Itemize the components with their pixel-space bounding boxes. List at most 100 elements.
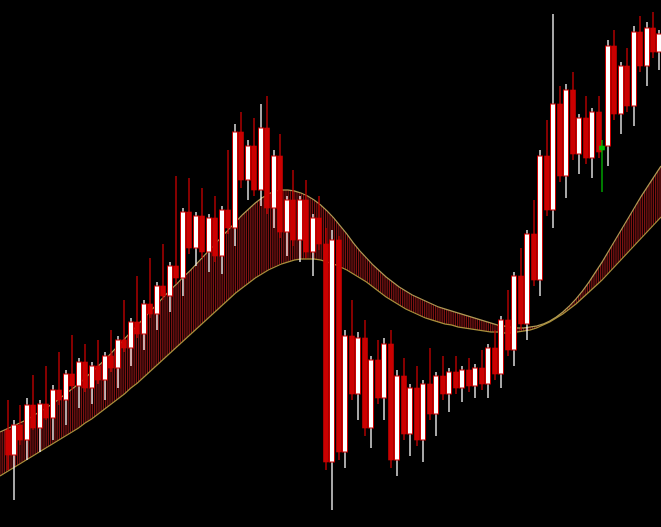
candle-body-bearish	[570, 89, 576, 155]
candle-body-bullish	[258, 127, 264, 191]
candle-body-bearish	[264, 127, 270, 209]
candle-body-bullish	[128, 321, 134, 349]
candlestick-bar	[316, 196, 322, 250]
candlestick-bar	[388, 330, 394, 468]
candle-body-bullish	[472, 367, 478, 387]
candlestick-bar	[583, 96, 589, 164]
candlestick-bar	[650, 12, 656, 58]
candlestick-bar	[544, 120, 550, 216]
candle-body-bearish	[108, 355, 114, 369]
candlestick-bar	[121, 300, 127, 352]
candle-body-bullish	[589, 111, 595, 159]
candlestick-bar	[5, 400, 11, 470]
candle-body-bullish	[498, 319, 504, 375]
candle-body-bearish	[531, 233, 537, 281]
candle-body-bullish	[550, 103, 556, 211]
candlestick-bar	[193, 212, 199, 266]
candle-body-bearish	[583, 117, 589, 159]
candlestick-bar	[605, 40, 611, 166]
candlestick-bar	[310, 214, 316, 276]
candle-body-bearish	[349, 335, 355, 395]
candlestick-bar	[232, 124, 238, 246]
candle-body-bullish	[576, 117, 582, 155]
candle-body-bearish	[212, 217, 218, 257]
candlestick-bar	[511, 272, 517, 366]
candle-body-bullish	[381, 343, 387, 399]
candle-body-bullish	[24, 404, 30, 441]
candle-body-bullish	[167, 265, 173, 297]
candle-body-bullish	[485, 347, 491, 385]
candle-body-bearish	[82, 361, 88, 389]
candlestick-bar	[472, 364, 478, 398]
candle-body-bearish	[505, 319, 511, 351]
candle-body-bullish	[407, 387, 413, 435]
candle-body-bullish	[368, 359, 374, 429]
candle-body-bullish	[355, 337, 361, 395]
candle-body-bearish	[134, 321, 140, 335]
candlestick-layer	[5, 12, 661, 510]
candlestick-bar	[466, 358, 472, 392]
candle-body-signal	[599, 145, 605, 151]
candle-body-bullish	[342, 335, 348, 453]
candle-body-bullish	[297, 199, 303, 241]
candlestick-bar	[401, 358, 407, 440]
candlestick-bar	[336, 236, 342, 460]
candlestick-bar	[180, 208, 186, 296]
candlestick-bar	[69, 335, 75, 390]
candle-body-bearish	[173, 265, 179, 279]
candle-body-bullish	[563, 89, 569, 177]
candle-body-bullish	[446, 371, 452, 395]
candle-body-bullish	[605, 45, 611, 147]
candlestick-bar	[264, 96, 270, 214]
candle-body-bearish	[375, 359, 381, 399]
candlestick-bar	[550, 14, 556, 228]
candlestick-bar	[225, 150, 231, 234]
candlestick-bar	[375, 340, 381, 404]
candlestick-bar	[63, 370, 69, 425]
candlestick-bar	[524, 230, 530, 340]
candlestick-bar	[303, 180, 309, 258]
candle-body-bearish	[557, 103, 563, 177]
candlestick-bar	[199, 188, 205, 258]
candlestick-bar	[342, 330, 348, 468]
candle-body-bullish	[537, 155, 543, 281]
candlestick-bar	[518, 248, 524, 330]
candle-body-bullish	[141, 303, 147, 335]
candlestick-bar	[50, 385, 56, 440]
candle-body-bullish	[329, 239, 335, 463]
candle-body-bullish	[656, 33, 661, 53]
candle-body-bullish	[219, 209, 225, 257]
candle-body-bullish	[284, 199, 290, 233]
candlestick-bar	[30, 375, 36, 430]
candle-body-bearish	[336, 239, 342, 453]
candlestick-bar	[537, 150, 543, 296]
candlestick-bar	[82, 344, 88, 392]
candlestick-bar	[108, 330, 114, 372]
candle-body-bullish	[524, 233, 530, 325]
candle-body-bearish	[466, 369, 472, 387]
candlestick-bar	[433, 372, 439, 436]
candlestick-bar	[563, 84, 569, 198]
candlestick-bar	[206, 214, 212, 272]
candlestick-bar	[11, 420, 17, 500]
candlestick-bar	[284, 196, 290, 256]
candle-body-bullish	[631, 31, 637, 107]
candle-body-bearish	[121, 339, 127, 349]
candle-body-bearish	[650, 27, 656, 53]
candlestick-bar	[238, 112, 244, 188]
candlestick-bar	[427, 348, 433, 420]
candlestick-bar	[95, 340, 101, 384]
candle-body-bearish	[251, 145, 257, 191]
candlestick-bar	[618, 62, 624, 134]
candle-body-bearish	[290, 199, 296, 241]
candlestick-bar	[644, 22, 650, 86]
candle-body-bearish	[544, 155, 550, 211]
candle-body-bearish	[43, 403, 49, 419]
candle-body-bearish	[492, 347, 498, 375]
candle-body-bearish	[186, 211, 192, 249]
candlestick-bar	[414, 366, 420, 446]
candle-body-bearish	[637, 31, 643, 67]
candlestick-bar	[329, 230, 335, 510]
